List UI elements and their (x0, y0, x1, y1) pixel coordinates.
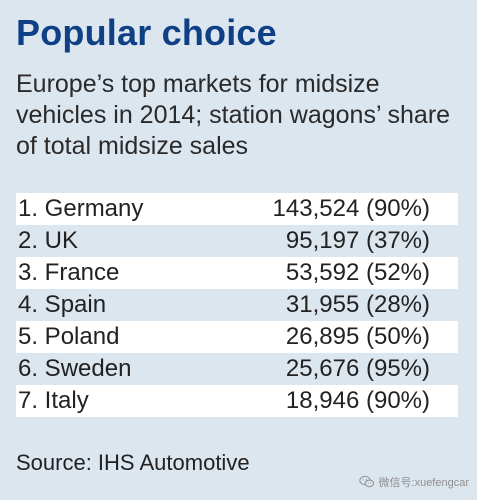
watermark-text: 微信号:xuefengcar (378, 477, 469, 489)
watermark: 微信号:xuefengcar (358, 474, 469, 490)
table-row: 1. Germany 143,524 (90%) (16, 193, 458, 225)
market-value: 25,676 (95%) (285, 355, 430, 382)
market-name: 1. Germany (18, 195, 144, 222)
chart-title: Popular choice (16, 12, 277, 53)
wechat-icon (358, 475, 375, 489)
market-name: 5. Poland (18, 323, 120, 350)
market-name: 7. Italy (18, 387, 89, 414)
market-value: 31,955 (28%) (285, 291, 430, 318)
table-row: 7. Italy 18,946 (90%) (16, 385, 458, 417)
market-value: 53,592 (52%) (285, 259, 430, 286)
market-name: 3. France (18, 259, 120, 286)
market-name: 2. UK (18, 227, 79, 254)
markets-table: 1. Germany 143,524 (90%) 2. UK 95,197 (3… (16, 193, 458, 417)
table-row: 2. UK 95,197 (37%) (16, 225, 458, 257)
chart-subtitle: Europe’s top markets for midsize vehicle… (16, 70, 451, 160)
market-value: 95,197 (37%) (285, 227, 430, 254)
source-note: Source: IHS Automotive (16, 450, 250, 475)
market-value: 18,946 (90%) (285, 387, 430, 414)
market-value: 143,524 (90%) (272, 195, 430, 222)
table-row: 6. Sweden 25,676 (95%) (16, 353, 458, 385)
table-row: 4. Spain 31,955 (28%) (16, 289, 458, 321)
table-row: 5. Poland 26,895 (50%) (16, 321, 458, 353)
market-name: 6. Sweden (18, 355, 132, 382)
table-row: 3. France 53,592 (52%) (16, 257, 458, 289)
market-value: 26,895 (50%) (285, 323, 430, 350)
market-name: 4. Spain (18, 291, 107, 318)
